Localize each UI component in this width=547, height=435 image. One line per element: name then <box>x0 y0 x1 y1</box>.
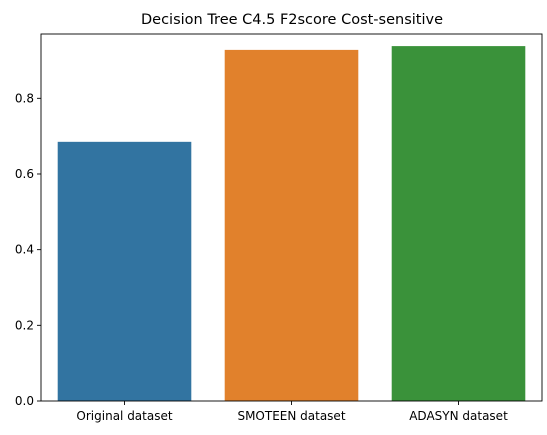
y-tick-label: 0.4 <box>15 243 34 257</box>
bar-smoteen-dataset <box>224 49 359 402</box>
chart-title: Decision Tree C4.5 F2score Cost-sensitiv… <box>141 12 443 28</box>
y-axis: 0.0 0.2 0.4 0.6 0.8 <box>15 91 41 408</box>
x-tick-label: ADASYN dataset <box>409 409 508 423</box>
y-tick-label: 0.6 <box>15 167 34 181</box>
bar-adasyn-dataset <box>391 46 526 402</box>
y-tick-label: 0.8 <box>15 91 34 105</box>
bar-original-dataset <box>57 141 192 401</box>
x-tick-label: SMOTEEN dataset <box>237 409 345 423</box>
x-tick-label: Original dataset <box>76 409 172 423</box>
y-tick-label: 0.0 <box>15 394 34 408</box>
bars-group <box>57 46 526 402</box>
plot-frame <box>40 33 543 402</box>
y-tick-label: 0.2 <box>15 318 34 332</box>
x-axis: Original dataset SMOTEEN dataset ADASYN da… <box>76 401 508 423</box>
